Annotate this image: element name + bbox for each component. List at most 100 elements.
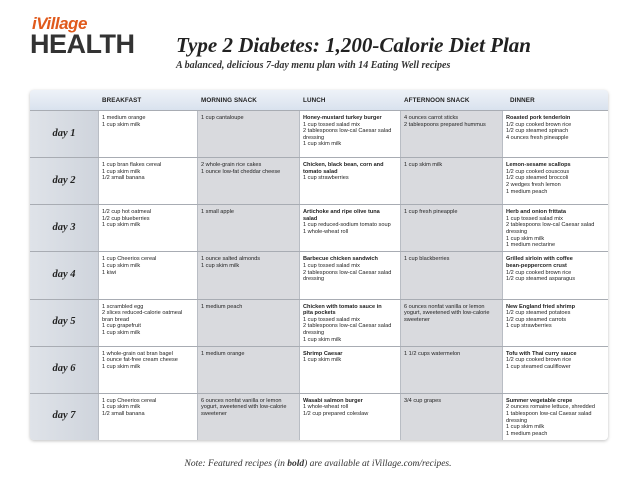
meal-item: 1 small apple bbox=[201, 209, 234, 216]
page-title: Type 2 Diabetes: 1,200-Calorie Diet Plan bbox=[176, 33, 531, 57]
meal-cell-dinner: Roasted pork tenderloin 1/2 cup cooked br… bbox=[506, 115, 571, 141]
meal-cell-dinner: New England fried shrimp 1/2 cup steamed … bbox=[506, 304, 575, 330]
meal-item: 1 cup skim milk bbox=[201, 263, 240, 270]
column-header-breakfast: BREAKFAST bbox=[102, 97, 142, 104]
day-label: day 6 bbox=[52, 363, 76, 375]
meal-item: 2 wedges fresh lemon bbox=[506, 181, 561, 188]
column-divider bbox=[197, 110, 198, 440]
meal-item: 1/2 small banana bbox=[102, 175, 145, 182]
meal-item: 1 scrambled egg bbox=[102, 303, 144, 310]
meal-item: 2 slices reduced-calorie oatmeal bbox=[102, 310, 183, 317]
meal-item: 1 cup Cheerios cereal bbox=[102, 256, 157, 263]
day-label: day 2 bbox=[52, 174, 76, 186]
meal-cell-afternoon-snack: 1 cup blackberries bbox=[404, 256, 449, 263]
meal-cell-lunch: Honey-mustard turkey burger 1 cup tossed … bbox=[303, 115, 391, 148]
meal-item: 2 whole-grain rice cakes bbox=[201, 162, 262, 169]
page-subtitle: A balanced, delicious 7-day menu plan wi… bbox=[176, 60, 451, 71]
day-label: day 4 bbox=[52, 269, 76, 280]
day-label: day 7 bbox=[52, 410, 76, 422]
meal-item: 1 cup cantaloupe bbox=[201, 115, 244, 121]
meal-item: 1 cup tossed salad mix bbox=[506, 215, 563, 222]
meal-item: 4 ounces carrot sticks bbox=[404, 115, 459, 121]
column-header-lunch: LUNCH bbox=[303, 97, 326, 104]
meal-item: 1 cup skim milk bbox=[303, 336, 342, 343]
meal-item: 1 cup skim milk bbox=[303, 141, 342, 148]
meal-cell-breakfast: 1/2 cup hot oatmeal 1/2 cup blueberries 1 … bbox=[102, 209, 151, 229]
recipe-name: Tofu with Thai curry sauce bbox=[506, 350, 577, 357]
meal-item: 1 cup skim milk bbox=[102, 404, 141, 411]
meal-item: 1/2 cup steamed broccoli bbox=[506, 175, 569, 182]
meal-cell-dinner: Herb and onion frittata 1 cup tossed sala… bbox=[506, 209, 594, 249]
meal-item: 2 tablespoons low-cal Caesar salad bbox=[506, 222, 595, 229]
meal-item: 1 cup skim milk bbox=[506, 235, 545, 242]
recipe-name: Chicken with tomato sauce in bbox=[303, 303, 382, 310]
meal-cell-breakfast: 1 scrambled egg 2 slices reduced-calorie … bbox=[102, 304, 182, 337]
footnote-suffix: ) are available at iVillage.com/recipes. bbox=[304, 459, 452, 469]
recipe-name: Barbecue chicken sandwich bbox=[303, 256, 378, 263]
meal-item: 1 cup steamed cauliflower bbox=[506, 363, 571, 370]
meal-item: 6 ounces nonfat vanilla or lemon bbox=[201, 397, 282, 404]
meal-item: 1 cup skim milk bbox=[506, 424, 545, 431]
meal-item: 1 cup skim milk bbox=[102, 263, 141, 270]
meal-cell-morning-snack: 1 cup cantaloupe bbox=[201, 115, 244, 122]
meal-item: 1/2 cup cooked brown rice bbox=[506, 357, 572, 364]
meal-item: sweetener bbox=[201, 411, 227, 418]
recipe-name: Artichoke and ripe olive tuna bbox=[303, 209, 380, 216]
meal-item: 1 cup reduced-sodium tomato soup bbox=[303, 222, 391, 229]
table-header-row: BREAKFAST MORNING SNACK LUNCH AFTERNOON SNA… bbox=[30, 90, 608, 110]
meal-item: dressing bbox=[303, 276, 325, 283]
meal-item: 1 ounce low-fat cheddar cheese bbox=[201, 168, 281, 175]
row-divider bbox=[30, 204, 608, 205]
meal-cell-breakfast: 1 cup Cheerios cereal 1 cup skim milk 1/2 … bbox=[102, 398, 156, 418]
recipe-name: Lemon-sesame scallops bbox=[506, 162, 571, 169]
meal-item: 1 medium peach bbox=[201, 303, 243, 310]
logo-health-text: HEALTH bbox=[30, 29, 135, 59]
meal-item: 1 cup Cheerios cereal bbox=[102, 397, 157, 404]
row-divider bbox=[30, 157, 608, 158]
row-divider bbox=[30, 251, 608, 252]
recipe-name: Wasabi salmon burger bbox=[303, 397, 363, 404]
meal-item: 1 medium orange bbox=[201, 350, 245, 357]
meal-cell-afternoon-snack: 1 cup skim milk bbox=[404, 162, 442, 169]
column-header-afternoon-snack: AFTERNOON SNACK bbox=[404, 97, 470, 104]
recipe-name: Honey-mustard turkey burger bbox=[303, 115, 382, 121]
meal-item: 2 tablespoons low-cal Caesar salad bbox=[303, 323, 392, 330]
meal-cell-lunch: Barbecue chicken sandwich 1 cup tossed sa… bbox=[303, 256, 391, 282]
meal-cell-afternoon-snack: 1 cup fresh pineapple bbox=[404, 209, 458, 216]
column-divider bbox=[299, 110, 300, 440]
recipe-name: Herb and onion frittata bbox=[506, 209, 566, 216]
meal-item: 1/2 cup steamed potatoes bbox=[506, 310, 571, 317]
meal-item: 1 tablespoon low-cal Caesar salad bbox=[506, 411, 592, 418]
meal-cell-dinner: Lemon-sesame scallops 1/2 cup cooked cous… bbox=[506, 162, 571, 195]
meal-item: 1 cup skim milk bbox=[102, 222, 141, 229]
meal-cell-morning-snack: 1 medium orange bbox=[201, 351, 245, 358]
meal-cell-breakfast: 1 medium orange 1 cup skim milk bbox=[102, 115, 146, 128]
meal-cell-breakfast: 1 cup Cheerios cereal 1 cup skim milk 1 ki… bbox=[102, 256, 156, 276]
column-background-lunch bbox=[299, 110, 400, 440]
recipe-name: salad bbox=[303, 215, 318, 222]
meal-cell-lunch: Artichoke and ripe olive tuna salad 1 cup … bbox=[303, 209, 391, 235]
meal-item: dressing bbox=[506, 417, 528, 424]
meal-cell-morning-snack: 1 ounce salted almonds 1 cup skim milk bbox=[201, 256, 260, 269]
meal-item: 3/4 cup grapes bbox=[404, 397, 442, 404]
meal-item: 1 cup strawberries bbox=[506, 323, 552, 330]
meal-plan-table: BREAKFAST MORNING SNACK LUNCH AFTERNOON SNA… bbox=[30, 90, 608, 440]
recipe-name: Shrimp Caesar bbox=[303, 350, 343, 357]
meal-item: 1 cup skim milk bbox=[404, 162, 443, 169]
recipe-name: Grilled sirloin with coffee bbox=[506, 256, 573, 263]
footnote: Note: Featured recipes (in bold) are ava… bbox=[0, 459, 636, 469]
meal-cell-breakfast: 1 whole-grain oat bran bagel 1 ounce fat-… bbox=[102, 351, 178, 371]
recipe-name: New England fried shrimp bbox=[506, 303, 575, 310]
meal-item: 1 ounce fat-free cream cheese bbox=[102, 357, 178, 364]
footnote-prefix: Note: Featured recipes (in bbox=[184, 459, 288, 469]
meal-item: sweetener bbox=[404, 316, 430, 323]
row-divider bbox=[30, 393, 608, 394]
meal-item: 1 cup fresh pineapple bbox=[404, 209, 458, 216]
meal-cell-lunch: Chicken with tomato sauce in pita pockets… bbox=[303, 304, 391, 344]
meal-cell-dinner: Tofu with Thai curry sauce 1/2 cup cooked… bbox=[506, 351, 576, 371]
meal-item: dressing bbox=[303, 134, 325, 141]
meal-cell-dinner: Grilled sirloin with coffee bean-pepperco… bbox=[506, 256, 575, 282]
meal-item: 2 ounces romaine lettuce, shredded bbox=[506, 404, 595, 411]
meal-item: 1 cup grapefruit bbox=[102, 323, 141, 330]
meal-item: dressing bbox=[506, 229, 528, 236]
